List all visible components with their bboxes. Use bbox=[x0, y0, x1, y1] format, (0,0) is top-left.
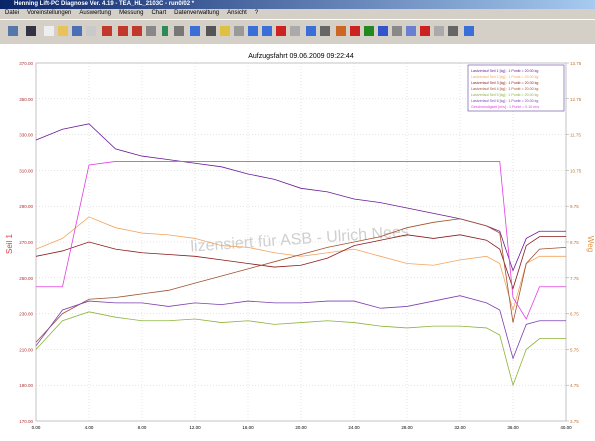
y2-tick-label: 9.75 bbox=[570, 204, 579, 209]
x-tick-label: 8.00 bbox=[138, 425, 147, 430]
toolbar-buttons[interactable] bbox=[8, 26, 474, 36]
title-bar: Henning Lift-PC Diagnose Ver. 4.19 - TEA… bbox=[0, 0, 595, 9]
y-tick-label: 230.00 bbox=[19, 312, 33, 317]
x-tick-label: 40.00 bbox=[560, 425, 572, 430]
y-tick-label: 170.00 bbox=[19, 419, 33, 424]
menu-item[interactable]: Datei bbox=[5, 10, 20, 16]
menu-item[interactable]: Datenverwaltung bbox=[174, 10, 220, 16]
legend-entry: Lastverlauf Seil 6 [kg] : 1 Punkt = 20.0… bbox=[471, 99, 538, 103]
x-tick-label: 28.00 bbox=[401, 425, 413, 430]
x-tick-label: 20.00 bbox=[295, 425, 307, 430]
y-tick-label: 370.00 bbox=[19, 61, 33, 66]
y-axis-label: Seil 1 bbox=[5, 233, 14, 254]
menu-item[interactable]: Messung bbox=[119, 10, 144, 16]
legend-entry: Lastverlauf Seil 5 [kg] : 1 Punkt = 20.0… bbox=[471, 93, 538, 97]
menu-bar: Datei Voreinstellungen Auswertung Messung Ch… bbox=[0, 9, 595, 18]
legend-box bbox=[467, 64, 565, 112]
menu-item[interactable]: Auswertung bbox=[79, 10, 112, 16]
data-line bbox=[35, 311, 566, 387]
y-tick-label: 190.00 bbox=[19, 383, 33, 388]
y-tick-label: 310.00 bbox=[19, 168, 33, 173]
y-tick-label: 270.00 bbox=[19, 240, 33, 245]
menu-item[interactable]: Chart bbox=[151, 10, 167, 16]
y-tick-label: 250.00 bbox=[19, 276, 33, 281]
legend-entry: Lastverlauf Seil 4 [kg] : 1 Punkt = 20.0… bbox=[471, 87, 538, 91]
legend-entry: Lastverlauf Seil 3 [kg] : 1 Punkt = 20.0… bbox=[471, 81, 538, 85]
legend-entry: Lastverlauf Seil 1 [kg] : 1 Punkt = 20.0… bbox=[471, 69, 538, 73]
data-line bbox=[35, 295, 566, 360]
y-tick-label: 290.00 bbox=[19, 204, 33, 209]
y2-tick-label: 4.75 bbox=[570, 383, 579, 388]
data-line bbox=[35, 123, 566, 272]
data-line bbox=[35, 216, 566, 312]
menu-item[interactable]: Voreinstellungen bbox=[27, 10, 72, 16]
legend-entry: Geschwindigkeit [m/s] : 1 Punkt = 0.10 m… bbox=[471, 105, 539, 109]
data-line bbox=[35, 218, 567, 343]
x-tick-label: 16.00 bbox=[242, 425, 254, 430]
chart: Aufzugsfahrt 09.06.2009 09:22:44 Seil 1 … bbox=[0, 44, 595, 441]
watermark: lizensiert für ASB - Ulrich Nees bbox=[190, 223, 409, 255]
legend: Lastverlauf Seil 1 [kg] : 1 Punkt = 20.0… bbox=[467, 64, 565, 112]
x-tick-label: 32.00 bbox=[454, 425, 466, 430]
x-tick-label: 36.00 bbox=[507, 425, 519, 430]
data-line bbox=[36, 161, 566, 320]
y2-tick-label: 6.75 bbox=[570, 312, 579, 317]
x-tick-label: 0.00 bbox=[32, 425, 41, 430]
y2-axis-label: Weg bbox=[586, 236, 595, 252]
y2-tick-label: 5.75 bbox=[570, 347, 579, 352]
y-tick-label: 330.00 bbox=[19, 133, 33, 138]
x-tick-label: 24.00 bbox=[348, 425, 360, 430]
y2-tick-label: 13.75 bbox=[570, 61, 582, 66]
toolbar-icons bbox=[8, 26, 474, 36]
y2-tick-label: 11.75 bbox=[570, 133, 581, 138]
y-tick-label: 350.00 bbox=[19, 97, 33, 102]
y2-tick-label: 12.75 bbox=[570, 97, 582, 102]
menu-item[interactable]: ? bbox=[254, 10, 259, 16]
x-tick-label: 4.00 bbox=[85, 425, 94, 430]
y2-tick-label: 3.75 bbox=[570, 419, 579, 424]
menu-item[interactable]: Ansicht bbox=[227, 10, 247, 16]
y2-tick-label: 10.75 bbox=[570, 168, 582, 173]
y-tick-label: 210.00 bbox=[19, 347, 33, 352]
chart-title: Aufzugsfahrt 09.06.2009 09:22:44 bbox=[248, 53, 354, 60]
x-tick-label: 12.00 bbox=[189, 425, 201, 430]
y2-tick-label: 8.75 bbox=[570, 240, 579, 245]
toolbar bbox=[0, 19, 595, 45]
legend-entry: Lastverlauf Seil 2 [kg] : 1 Punkt = 20.0… bbox=[471, 75, 538, 79]
y2-tick-label: 7.75 bbox=[570, 276, 579, 281]
